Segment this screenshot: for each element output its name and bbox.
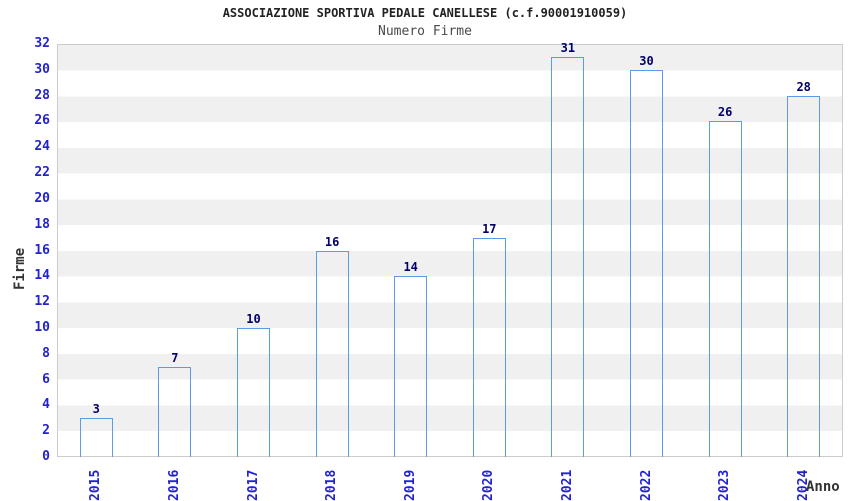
y-tick-label: 22: [34, 165, 50, 181]
y-tick-label: 6: [42, 371, 50, 387]
bar-2019: [394, 276, 428, 457]
bar-value-label: 7: [171, 350, 179, 365]
bar-2017: [237, 327, 270, 457]
y-tick-label: 0: [42, 449, 50, 464]
y-tick-label: 20: [34, 190, 50, 206]
bar-2016: [158, 366, 192, 457]
y-tick-label: 16: [34, 242, 50, 258]
y-tick-label: 32: [34, 36, 50, 51]
chart-subtitle: Numero Firme: [378, 24, 472, 39]
x-tick-label-2015: 2015: [88, 469, 104, 501]
bar-value-label: 17: [482, 221, 497, 236]
bar-value-label: 31: [560, 40, 576, 55]
x-tick-label-2022: 2022: [638, 469, 654, 501]
y-tick-label: 14: [34, 268, 50, 284]
bar-value-label: 28: [796, 79, 811, 94]
bar-2024: [787, 95, 821, 457]
plot-area: [57, 44, 843, 457]
bar-2020: [472, 237, 506, 457]
x-tick-label-2021: 2021: [559, 469, 575, 501]
bar-2015: [79, 418, 113, 457]
bar-2022: [630, 69, 663, 457]
bar-value-label: 14: [403, 260, 418, 275]
bar-2021: [551, 56, 585, 457]
x-tick-label-2020: 2020: [481, 469, 497, 501]
x-tick-label-2018: 2018: [324, 469, 340, 501]
y-tick-label: 24: [34, 139, 50, 155]
y-tick-label: 26: [34, 113, 50, 129]
y-tick-label: 4: [42, 397, 50, 413]
bar-2023: [708, 121, 742, 457]
x-axis-title: Anno: [806, 479, 840, 495]
y-tick-label: 10: [34, 319, 50, 335]
bar-value-label: 3: [92, 402, 100, 417]
x-tick-label-2023: 2023: [717, 469, 733, 501]
chart-title: ASSOCIAZIONE SPORTIVA PEDALE CANELLESE (…: [222, 6, 628, 20]
y-tick-label: 18: [34, 216, 50, 232]
bar-value-label: 30: [639, 53, 654, 68]
y-tick-label: 8: [42, 345, 50, 361]
bar-2018: [315, 250, 349, 457]
x-tick-label-2017: 2017: [245, 469, 261, 501]
bar-value-label: 16: [324, 234, 340, 249]
bar-value-label: 26: [717, 105, 733, 120]
y-tick-label: 28: [34, 87, 50, 103]
x-tick-label-2016: 2016: [166, 469, 182, 501]
y-tick-label: 12: [34, 294, 50, 310]
bar-value-label: 10: [246, 311, 261, 326]
y-tick-label: 2: [42, 423, 50, 439]
x-tick-label-2019: 2019: [402, 469, 418, 501]
y-tick-label: 30: [34, 61, 50, 77]
